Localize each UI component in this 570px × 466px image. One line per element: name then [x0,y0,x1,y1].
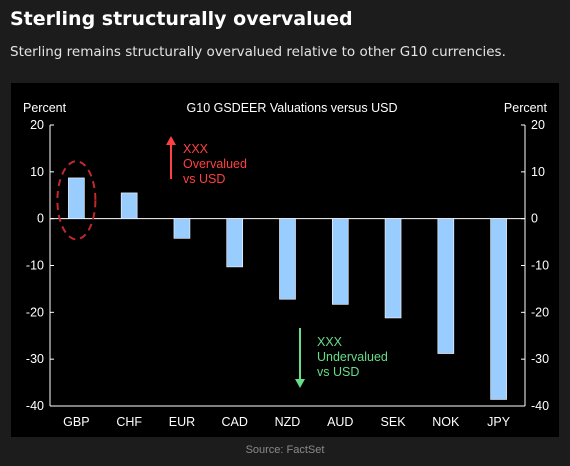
bar-gbp [68,177,85,219]
overvalued-arrow-head [166,136,176,145]
bar-eur [173,218,191,239]
x-tick-label: CHF [116,415,142,429]
x-tick-label: AUD [327,415,353,429]
y-tick-label-right: -20 [531,305,549,319]
x-tick-label: CAD [222,415,248,429]
x-tick-label: EUR [169,415,195,429]
chart-panel: G10 GSDEER Valuations versus USD Percent… [11,83,559,437]
overvalued-annotation: Overvalued [183,157,247,171]
page-title: Sterling structurally overvalued [10,8,353,30]
bar-nzd [279,218,296,300]
y-tick-label-left: 0 [37,212,44,226]
y-tick-label-left: -20 [26,305,44,319]
bar-sek [384,218,402,319]
y-tick-label-right: 0 [531,212,538,226]
undervalued-annotation: vs USD [317,365,359,379]
page-subtitle: Sterling remains structurally overvalued… [10,44,506,60]
x-tick-label: NZD [275,415,301,429]
x-tick-label: JPY [487,415,511,429]
chart-title: G10 GSDEER Valuations versus USD [187,101,398,115]
y-tick-label-right: 20 [531,118,545,132]
x-tick-label: GBP [63,415,89,429]
overvalued-annotation: vs USD [183,172,225,186]
x-tick-label: SEK [381,415,407,429]
y-tick-label-right: -40 [531,399,549,413]
y-tick-label-left: -40 [26,399,44,413]
y-tick-label-left: -10 [26,259,44,273]
plot-area: 20 20 10 10 0 0 -10 -10 -20 -20 -30 -30 -40 -40 GBP CHF… [26,118,549,429]
x-tick-label: NOK [432,415,460,429]
bar-jpy [490,218,507,400]
y-tick-label-right: -10 [531,259,549,273]
bar-aud [331,218,349,305]
y-axis-label-left: Percent [23,101,67,115]
undervalued-annotation: Undervalued [317,350,388,364]
source-note: Source: FactSet [245,444,325,456]
bar-nok [437,218,455,354]
y-axis-label-right: Percent [504,101,548,115]
y-tick-label-right: -30 [531,352,549,366]
y-tick-label-left: -30 [26,352,44,366]
undervalued-arrow-head [295,379,305,388]
y-tick-label-right: 10 [531,165,545,179]
y-tick-label-left: 10 [30,165,44,179]
undervalued-annotation: XXX [317,335,343,349]
y-tick-label-left: 20 [30,118,44,132]
bar-cad [226,218,244,268]
bar-chart: G10 GSDEER Valuations versus USD Percent… [23,101,549,429]
highlight-ellipse [56,160,97,241]
overvalued-annotation: XXX [183,142,209,156]
bar-chf [120,192,138,219]
